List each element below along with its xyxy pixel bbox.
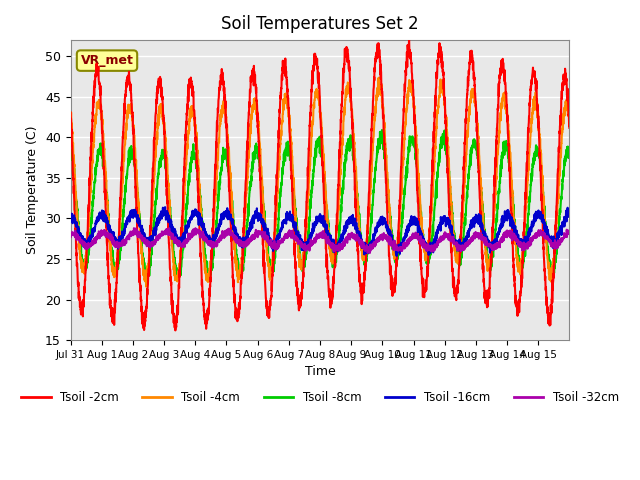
Title: Soil Temperatures Set 2: Soil Temperatures Set 2	[221, 15, 419, 33]
Legend: Tsoil -2cm, Tsoil -4cm, Tsoil -8cm, Tsoil -16cm, Tsoil -32cm: Tsoil -2cm, Tsoil -4cm, Tsoil -8cm, Tsoi…	[17, 387, 623, 409]
X-axis label: Time: Time	[305, 365, 335, 378]
Text: VR_met: VR_met	[81, 54, 134, 67]
Y-axis label: Soil Temperature (C): Soil Temperature (C)	[26, 126, 39, 254]
